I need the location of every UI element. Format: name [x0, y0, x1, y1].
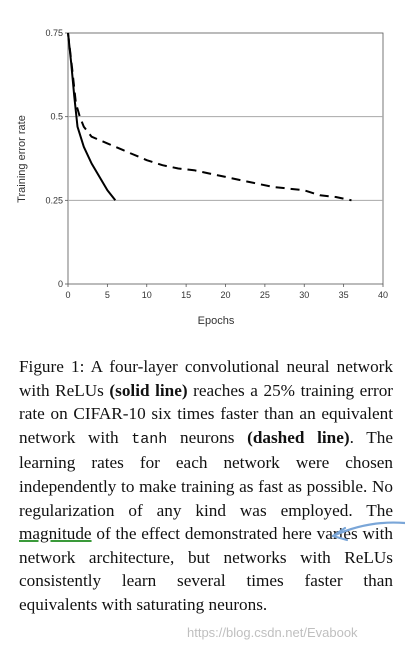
caption-text-4: . The learning rates for each network we… — [19, 427, 393, 520]
plot-area — [67, 32, 384, 285]
grid-lines — [68, 116, 383, 201]
y-tick-label: 0.5 — [50, 112, 63, 122]
y-tick-label: 0.25 — [45, 195, 63, 205]
caption-dashed-line: (dashed line) — [247, 427, 350, 447]
x-tick-label: 40 — [378, 290, 388, 300]
caption-label: Figure 1: — [19, 357, 85, 376]
caption-text-5: of the effect demonstrated here varies w… — [19, 524, 393, 614]
series-lines — [67, 32, 352, 202]
x-axis-title: Epochs — [198, 315, 235, 327]
training-error-chart: 0 5 10 15 20 25 30 35 40 0 0.25 0.5 0.75 Epochs Tra… — [16, 28, 388, 327]
caption-solid-line: (solid line) — [109, 380, 188, 400]
caption-text-3: neurons — [167, 427, 248, 447]
x-tick-label: 30 — [299, 290, 309, 300]
x-tick-label: 10 — [142, 290, 152, 300]
x-tick-label: 0 — [65, 290, 70, 300]
caption-tanh: tanh — [131, 430, 168, 448]
caption-text-1: A four-layer convolutional neural networ… — [19, 357, 393, 400]
x-tick-label: 5 — [105, 290, 110, 300]
y-axis-title: Training error rate — [16, 115, 28, 203]
y-tick-label: 0 — [58, 279, 63, 289]
watermark: https://blog.csdn.net/Evabook — [187, 625, 358, 640]
y-tick-label: 0.75 — [45, 28, 63, 38]
caption-text-2: reaches a 25% training error rate on CIF… — [19, 380, 394, 447]
x-axis-ticks: 0 5 10 15 20 25 30 35 40 — [65, 284, 388, 300]
y-axis-ticks: 0 0.25 0.5 0.75 — [45, 28, 68, 289]
figure-caption: Figure 1: A four-layer convolutional neu… — [19, 355, 393, 617]
caption-magnitude: magnitude — [19, 524, 92, 544]
annotation-arrow-icon — [331, 521, 405, 542]
x-tick-label: 20 — [220, 290, 230, 300]
solid-series-line — [67, 32, 117, 201]
x-tick-label: 15 — [181, 290, 191, 300]
dashed-series-line — [67, 32, 352, 202]
x-tick-label: 25 — [260, 290, 270, 300]
x-tick-label: 35 — [339, 290, 349, 300]
